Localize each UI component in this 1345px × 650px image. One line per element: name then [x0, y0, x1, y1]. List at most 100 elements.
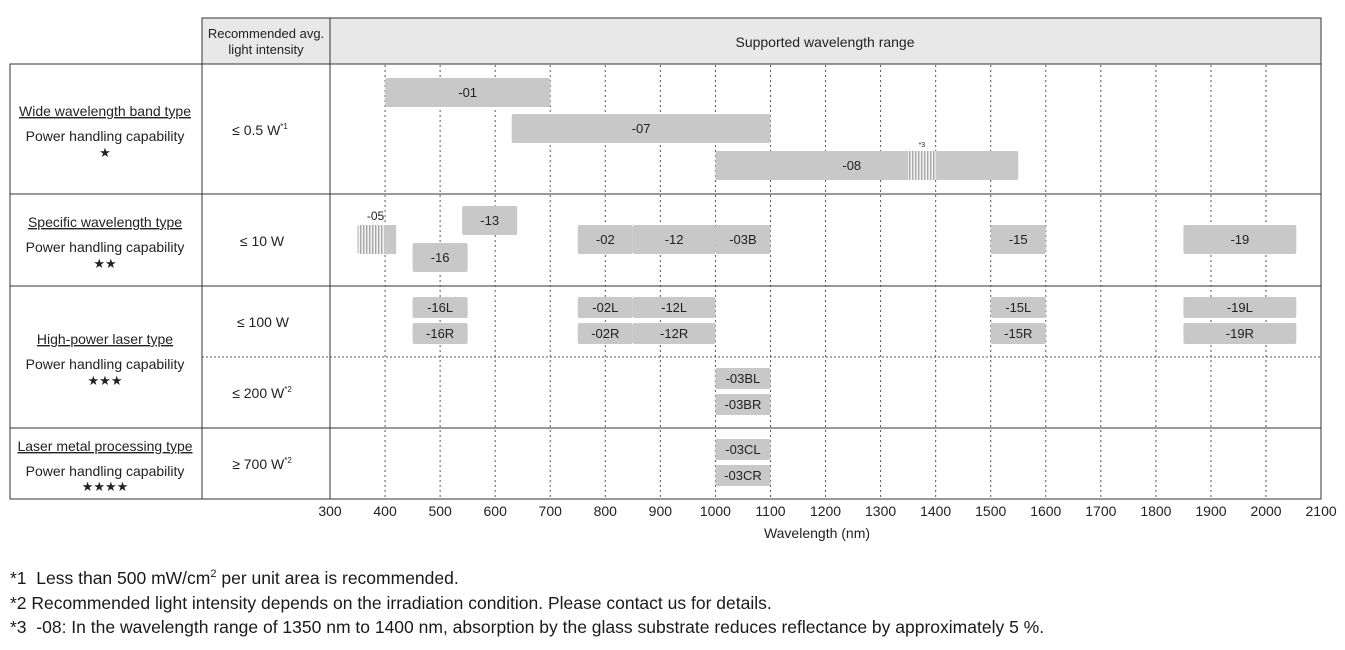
- bar-label-08: -08: [842, 158, 861, 173]
- group-specific-title: Specific wavelength type: [28, 214, 182, 230]
- bar-13: -13: [462, 206, 518, 235]
- vertical-gridlines: [384, 65, 1267, 498]
- footnote-1-mark: *1: [10, 568, 27, 588]
- footnote-1-superscript: 2: [210, 568, 217, 581]
- group-highpower-stars: ★★★: [88, 373, 123, 388]
- footnote-3-text: -08: In the wavelength range of 1350 nm …: [36, 617, 1045, 637]
- footnote-2-text: Recommended light intensity depends on t…: [31, 592, 772, 613]
- bar-label-03B: -03B: [729, 232, 756, 247]
- bar-15: -15: [990, 225, 1046, 254]
- x-tick-1400: 1400: [920, 503, 951, 519]
- bar-shape-03B: [715, 225, 771, 254]
- bar-shape-13: [462, 206, 518, 235]
- bar-shape-19R: [1183, 323, 1297, 344]
- bar-label-19: -19: [1230, 232, 1249, 247]
- group-metal-stars: ★★★★: [82, 479, 129, 494]
- bar-02R: -02R: [577, 323, 633, 344]
- x-tick-1700: 1700: [1085, 503, 1116, 519]
- bar-03BL: -03BL: [715, 368, 771, 389]
- intensity-highpower-200: ≤ 200 W*2: [232, 385, 292, 401]
- bar-cap-05: [384, 225, 397, 254]
- x-tick-400: 400: [373, 503, 397, 519]
- bar-shape-03BR: [715, 394, 771, 415]
- x-tick-1900: 1900: [1195, 503, 1226, 519]
- footnote-1-text-b: per unit area is recommended.: [216, 568, 459, 588]
- bar-08: *3 -08: [715, 142, 1019, 180]
- footnote-2-mark: *2: [10, 592, 27, 613]
- x-tick-700: 700: [539, 503, 563, 519]
- x-tick-labels: 300 400 500 600 700 800 900 1000 1100 1200 1300 140…: [318, 503, 1337, 519]
- bar-12: -12: [632, 225, 716, 254]
- x-tick-900: 900: [649, 503, 673, 519]
- bar-19R: -19R: [1183, 323, 1297, 344]
- bar-shape-03CR: [715, 465, 771, 486]
- group-wide-capability: Power handling capability: [26, 128, 185, 144]
- x-axis-label: Wavelength (nm): [764, 525, 870, 541]
- bar-label-15R: -15R: [1004, 326, 1032, 341]
- x-tick-2000: 2000: [1250, 503, 1281, 519]
- bar-label-16L: -16L: [427, 300, 453, 315]
- bar-shape-16R: [412, 323, 468, 344]
- bar-12R: -12R: [632, 323, 716, 344]
- x-tick-1100: 1100: [755, 503, 785, 519]
- bar-03CR: -03CR: [715, 465, 771, 486]
- range-header-cell: [329, 17, 1322, 65]
- bar-shape-16L: [412, 297, 468, 318]
- bar-hatch-08: [908, 151, 936, 180]
- x-tick-1300: 1300: [865, 503, 896, 519]
- bar-shape-19: [1183, 225, 1297, 254]
- x-tick-1000: 1000: [700, 503, 731, 519]
- bar-03CL: -03CL: [715, 439, 771, 460]
- bar-shape-12: [632, 225, 716, 254]
- intensity-highpower-100: ≤ 100 W: [237, 314, 290, 330]
- x-tick-500: 500: [428, 503, 452, 519]
- range-header-label: Supported wavelength range: [735, 34, 914, 50]
- group-specific-capability: Power handling capability: [26, 239, 185, 255]
- hatch-note-08: *3: [919, 142, 926, 149]
- bar-07: -07: [511, 114, 771, 143]
- bar-shape-12L: [632, 297, 716, 318]
- x-tick-1800: 1800: [1140, 503, 1171, 519]
- table-frame: [9, 63, 1322, 500]
- footnotes: *1 Less than 500 mW/cm2 per unit area is…: [10, 566, 1330, 640]
- group-highpower-capability: Power handling capability: [26, 356, 185, 372]
- bar-shape-07: [511, 114, 771, 143]
- x-tick-1600: 1600: [1030, 503, 1061, 519]
- bar-shape-15: [990, 225, 1046, 254]
- bar-label-15L: -15L: [1005, 300, 1031, 315]
- bar-label-07: -07: [632, 121, 651, 136]
- bar-label-16: -16: [431, 250, 450, 265]
- bar-label-16R: -16R: [426, 326, 454, 341]
- bar-01: -01: [385, 78, 551, 107]
- group-metal-capability: Power handling capability: [26, 463, 185, 479]
- bar-label-12L: -12L: [661, 300, 687, 315]
- wavelength-range-chart: Recommended avg. light intensity Support…: [9, 17, 1337, 541]
- x-tick-1500: 1500: [975, 503, 1006, 519]
- bar-05: -05: [357, 209, 397, 254]
- bar-shape-02: [577, 225, 633, 254]
- bar-19: -19: [1183, 225, 1297, 254]
- bar-shape-03CL: [715, 439, 771, 460]
- group-wide-stars: ★: [99, 145, 111, 160]
- footnote-1-text-a: Less than 500 mW/cm: [36, 568, 211, 588]
- range-bars: -01 -07 *3 -08 -05 -13 -16 -02 -12 -03B -15 -19 -16L…: [357, 78, 1297, 486]
- intensity-wide: ≤ 0.5 W*1: [232, 122, 288, 138]
- x-tick-600: 600: [484, 503, 508, 519]
- bar-15R: -15R: [990, 323, 1046, 344]
- bar-shape-03BL: [715, 368, 771, 389]
- bar-shape-08: [715, 151, 1019, 180]
- bar-shape-01: [385, 78, 551, 107]
- bar-03B: -03B: [715, 225, 771, 254]
- bar-label-15: -15: [1009, 232, 1028, 247]
- bar-19L: -19L: [1183, 297, 1297, 318]
- bar-label-12R: -12R: [660, 326, 688, 341]
- bar-shape-15R: [990, 323, 1046, 344]
- bar-label-03CL: -03CL: [725, 442, 760, 457]
- bar-shape-02L: [577, 297, 633, 318]
- group-specific-stars: ★★: [93, 256, 116, 271]
- bar-label-12: -12: [665, 232, 684, 247]
- bar-shape-19L: [1183, 297, 1297, 318]
- footnote-3-mark: *3: [10, 617, 27, 637]
- bar-02L: -02L: [577, 297, 633, 318]
- bar-label-13: -13: [480, 213, 499, 228]
